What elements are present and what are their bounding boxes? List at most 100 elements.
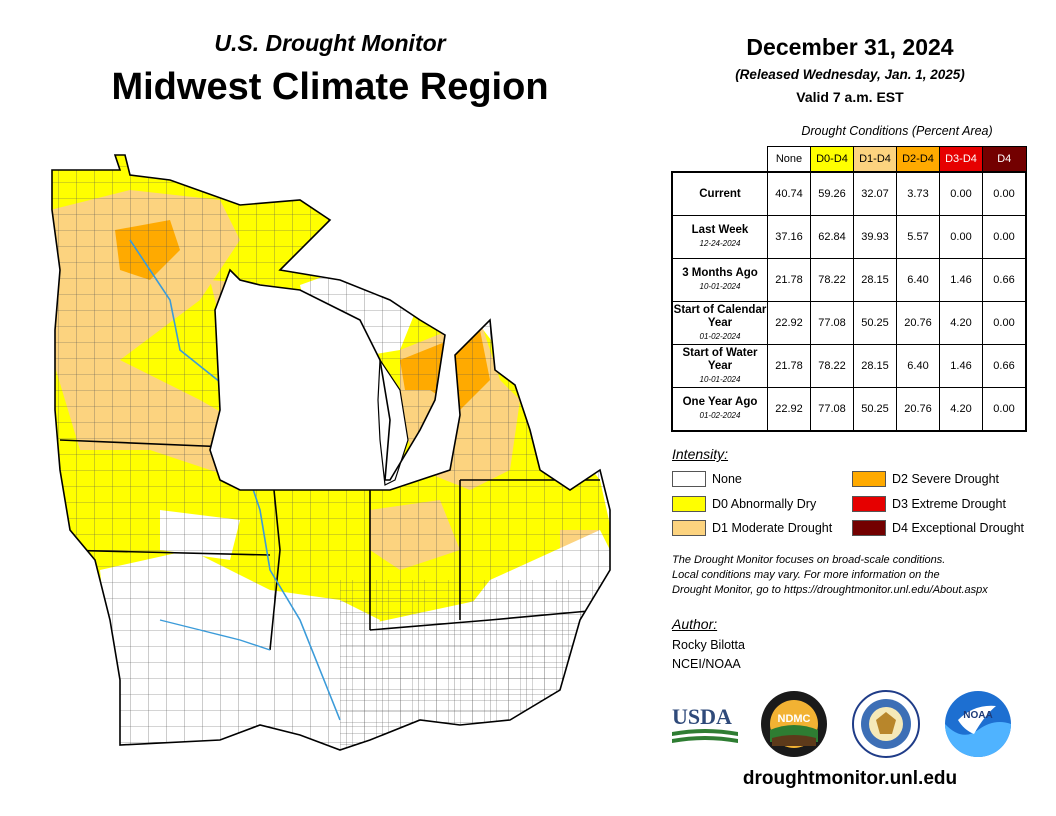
legend-label: D0 Abnormally Dry (712, 497, 817, 511)
table-cell: 77.08 (810, 387, 854, 432)
col-header-none: None (767, 146, 811, 173)
author-org: NCEI/NOAA (672, 657, 741, 671)
table-cell: 77.08 (810, 301, 854, 345)
row-label: Current (671, 171, 768, 216)
table-row: Start of Calendar Year 01-02-2024 22.92 77.… (671, 301, 1027, 345)
noaa-logo: NOAA (945, 691, 1011, 757)
table-header-row: None D0-D4 D1-D4 D2-D4 D3-D4 D4 (672, 146, 1027, 173)
table-cell: 22.92 (767, 387, 811, 432)
table-cell: 0.00 (939, 171, 983, 216)
table-cell: 1.46 (939, 258, 983, 302)
table-cell: 28.15 (853, 258, 897, 302)
table-row: 3 Months Ago 10-01-2024 21.78 78.22 28.15 6.4… (671, 258, 1027, 302)
table-cell: 39.93 (853, 215, 897, 259)
row-label-date: 12-24-2024 (699, 239, 741, 248)
col-header-d1-d4: D1-D4 (853, 146, 897, 173)
table-cell: 32.07 (853, 171, 897, 216)
map-subtitle: U.S. Drought Monitor (214, 30, 446, 56)
legend-swatch (852, 520, 886, 536)
table-cell: 37.16 (767, 215, 811, 259)
valid-date: December 31, 2024 (746, 34, 954, 60)
legend-swatch (852, 471, 886, 487)
ndmc-logo-text: NDMC (778, 713, 811, 725)
table-cell: 22.92 (767, 301, 811, 345)
table-cell: 21.78 (767, 258, 811, 302)
col-header-d4: D4 (982, 146, 1027, 173)
col-header-d0-d4: D0-D4 (810, 146, 854, 173)
table-cell: 20.76 (896, 301, 940, 345)
legend-swatch (852, 496, 886, 512)
table-cell: 28.15 (853, 344, 897, 388)
legend-title: Intensity: (672, 446, 729, 462)
legend-item-d0: D0 Abnormally Dry (672, 496, 816, 512)
legend-item-d4: D4 Exceptional Drought (852, 520, 1024, 536)
col-header-d3-d4: D3-D4 (939, 146, 983, 173)
table-cell: 59.26 (810, 171, 854, 216)
row-label-date: 01-02-2024 (699, 411, 741, 420)
table-cell: 50.25 (853, 387, 897, 432)
table-cell: 40.74 (767, 171, 811, 216)
table-cell: 5.57 (896, 215, 940, 259)
legend-swatch (672, 520, 706, 536)
table-cell: 0.00 (982, 215, 1027, 259)
drought-stats-table: None D0-D4 D1-D4 D2-D4 D3-D4 D4 Current 4… (671, 146, 1027, 432)
table-cell: 20.76 (896, 387, 940, 432)
table-cell: 4.20 (939, 387, 983, 432)
table-cell: 0.00 (982, 387, 1027, 432)
row-label-text: One Year Ago (682, 396, 758, 408)
legend-label: D4 Exceptional Drought (892, 521, 1025, 535)
legend-item-d1: D1 Moderate Drought (672, 520, 832, 536)
row-label-text: 3 Months Ago (682, 267, 758, 279)
table-cell: 3.73 (896, 171, 940, 216)
legend-item-d2: D2 Severe Drought (852, 471, 999, 487)
col-header-d2-d4: D2-D4 (896, 146, 940, 173)
row-label-text: Start of Calendar Year (673, 303, 767, 329)
table-cell: 0.00 (939, 215, 983, 259)
table-cell: 78.22 (810, 258, 854, 302)
legend-item-d3: D3 Extreme Drought (852, 496, 1006, 512)
table-row: One Year Ago 01-02-2024 22.92 77.08 50.25 20.… (671, 387, 1027, 432)
table-cell: 6.40 (896, 258, 940, 302)
author-title: Author: (672, 616, 718, 632)
note-line: Local conditions may vary. For more info… (672, 569, 940, 581)
row-label: Last Week 12-24-2024 (671, 215, 768, 259)
table-row: Current 40.74 59.26 32.07 3.73 0.00 0.00 (671, 171, 1027, 216)
table-caption: Drought Conditions (Percent Area) (801, 124, 993, 138)
table-cell: 21.78 (767, 344, 811, 388)
row-label: 3 Months Ago 10-01-2024 (671, 258, 768, 302)
header-blank (672, 147, 768, 173)
drought-map (51, 154, 611, 751)
legend-label: None (712, 472, 742, 486)
table-row: Start of Water Year 10-01-2024 21.78 78.22 2… (671, 344, 1027, 388)
table-cell: 0.66 (982, 258, 1027, 302)
table-cell: 50.25 (853, 301, 897, 345)
legend-label: D3 Extreme Drought (892, 497, 1006, 511)
legend-label: D2 Severe Drought (892, 472, 1000, 486)
table-cell: 0.66 (982, 344, 1027, 388)
table-cell: 4.20 (939, 301, 983, 345)
note-line: The Drought Monitor focuses on broad-sca… (672, 554, 946, 566)
table-cell: 1.46 (939, 344, 983, 388)
row-label: Start of Water Year 10-01-2024 (671, 344, 768, 388)
row-label: Start of Calendar Year 01-02-2024 (671, 301, 768, 345)
table-cell: 78.22 (810, 344, 854, 388)
legend-swatch (672, 496, 706, 512)
valid-time: Valid 7 a.m. EST (796, 89, 904, 105)
website-link[interactable]: droughtmonitor.unl.edu (742, 768, 958, 789)
table-cell: 0.00 (982, 301, 1027, 345)
row-label-date: 10-01-2024 (699, 374, 741, 384)
map-title: Midwest Climate Region (111, 66, 549, 108)
table-cell: 62.84 (810, 215, 854, 259)
note-line: Drought Monitor, go to https://droughtmo… (672, 584, 988, 596)
row-label: One Year Ago 01-02-2024 (671, 387, 768, 432)
note-text: The Drought Monitor focuses on broad-sca… (672, 553, 1042, 598)
ndmc-logo: NDMC (761, 691, 827, 757)
legend-label: D1 Moderate Drought (712, 521, 833, 535)
usda-logo-text: USDA (672, 704, 732, 729)
row-label-date: 01-02-2024 (699, 331, 741, 341)
row-label-text: Last Week (691, 224, 749, 236)
table-cell: 0.00 (982, 171, 1027, 216)
row-label-text: Current (699, 187, 741, 200)
row-label-date: 10-01-2024 (699, 282, 741, 291)
noaa-logo-text: NOAA (963, 710, 992, 721)
